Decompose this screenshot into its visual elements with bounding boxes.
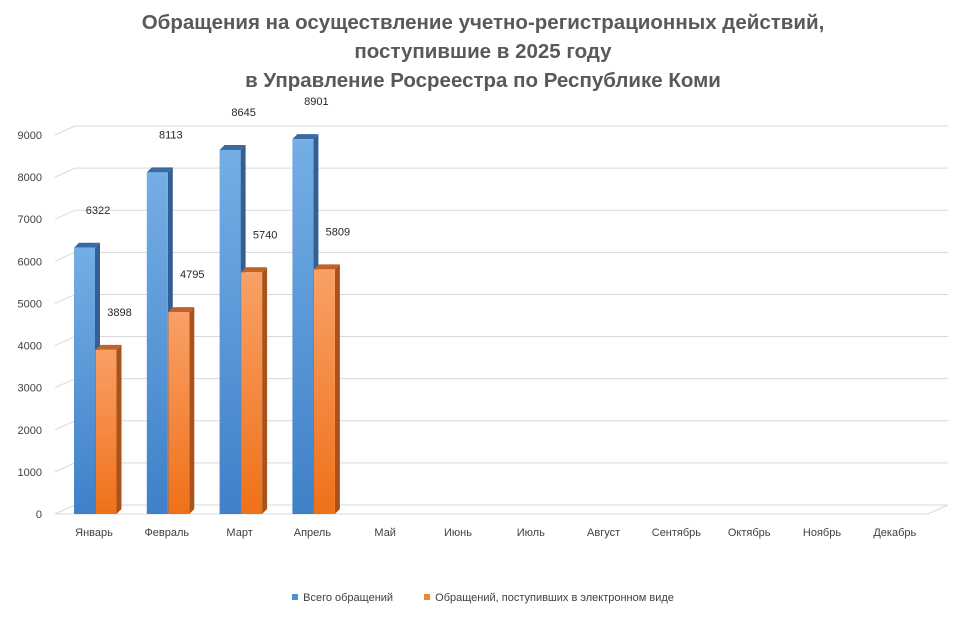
y-tick-label: 7000	[18, 214, 42, 226]
bar-top	[168, 307, 195, 313]
gridline-diagonal	[54, 378, 76, 389]
gridline-diagonal	[54, 251, 76, 262]
legend-label-electronic: Обращений, поступивших в электронном вид…	[435, 592, 674, 604]
bar-chart: 0 1000 2000 3000 4000 5000 6000 7000 8000 9000 Ян…	[18, 96, 949, 539]
legend: Всего обращений Обращений, поступивших в…	[0, 592, 966, 604]
chart-title-line-2: поступившие в 2025 году	[354, 40, 612, 63]
gridline-diagonal	[54, 209, 76, 220]
data-label: 8645	[231, 107, 255, 119]
gridline-diagonal	[54, 462, 76, 473]
x-tick-label: Май	[374, 527, 396, 539]
y-tick-label: 2000	[18, 425, 42, 437]
y-tick-label: 0	[36, 509, 42, 521]
bar-top	[74, 242, 100, 248]
y-tick-label: 8000	[18, 172, 42, 184]
chart-floor	[54, 504, 949, 515]
bar-electronic	[313, 264, 340, 514]
x-tick-label: Август	[587, 527, 620, 539]
gridline-diagonal	[54, 167, 76, 178]
bar-side	[189, 307, 195, 514]
bar-front	[241, 272, 263, 514]
y-axis: 0 1000 2000 3000 4000 5000 6000 7000 8000 9000	[18, 130, 42, 521]
chart-title: Обращения на осуществление учетно-регист…	[0, 8, 966, 95]
x-tick-label: Июнь	[444, 527, 472, 539]
bar-side	[262, 267, 268, 514]
gridline-diagonal	[54, 125, 76, 136]
y-tick-label: 1000	[18, 467, 42, 479]
legend-swatch-total	[292, 594, 299, 600]
x-tick-label: Март	[226, 527, 252, 539]
x-tick-label: Сентябрь	[652, 527, 702, 539]
bar-electronic	[168, 307, 195, 514]
bar-top	[241, 267, 268, 273]
data-label: 5809	[326, 226, 350, 238]
bars	[74, 134, 340, 515]
bar-electronic	[241, 267, 268, 514]
bar-top	[292, 134, 319, 140]
bar-front	[313, 269, 335, 514]
bar-front	[168, 312, 190, 514]
x-tick-label: Февраль	[144, 527, 189, 539]
bar-front	[95, 349, 117, 514]
chart-title-line-3: в Управление Росреестра по Республике Ко…	[245, 69, 721, 92]
x-tick-label: Ноябрь	[803, 527, 841, 539]
data-labels: 6322 8113 8645 8901 3898 4795 5740 5809	[86, 96, 350, 319]
legend-swatch-electronic	[424, 594, 431, 600]
data-label: 3898	[107, 307, 131, 319]
x-tick-label: Октябрь	[728, 527, 771, 539]
x-tick-label: Декабрь	[873, 527, 916, 539]
gridline-diagonal	[54, 336, 76, 347]
data-label: 8113	[159, 129, 183, 141]
gridline-diagonal	[54, 420, 76, 431]
data-label: 5740	[253, 229, 277, 241]
bar-top	[313, 264, 340, 270]
x-tick-label: Июль	[517, 527, 545, 539]
data-label: 8901	[304, 96, 328, 108]
legend-item-total: Всего обращений	[292, 592, 393, 604]
bar-top	[219, 144, 246, 150]
bar-top	[95, 344, 122, 350]
bar-front	[146, 172, 168, 515]
x-tick-label: Апрель	[294, 527, 332, 539]
y-tick-label: 3000	[18, 383, 42, 395]
bar-electronic	[95, 344, 122, 514]
y-tick-label: 5000	[18, 298, 42, 310]
legend-item-electronic: Обращений, поступивших в электронном вид…	[424, 592, 674, 604]
bar-top	[146, 167, 173, 173]
y-tick-label: 4000	[18, 341, 42, 353]
data-label: 6322	[86, 205, 110, 217]
bar-side	[334, 264, 340, 514]
bar-front	[292, 139, 314, 514]
chart-title-line-1: Обращения на осуществление учетно-регист…	[141, 11, 825, 34]
data-label: 4795	[180, 269, 204, 281]
x-axis: Январь Февраль Март Апрель Май Июнь Июль Август…	[75, 527, 916, 539]
y-tick-label: 9000	[18, 130, 42, 142]
bar-side	[116, 344, 122, 514]
legend-label-total: Всего обращений	[303, 592, 394, 604]
x-tick-label: Январь	[75, 527, 113, 539]
bar-front	[74, 247, 95, 514]
bar-front	[219, 149, 241, 514]
gridline-diagonal	[54, 293, 76, 304]
y-tick-label: 6000	[18, 256, 42, 268]
